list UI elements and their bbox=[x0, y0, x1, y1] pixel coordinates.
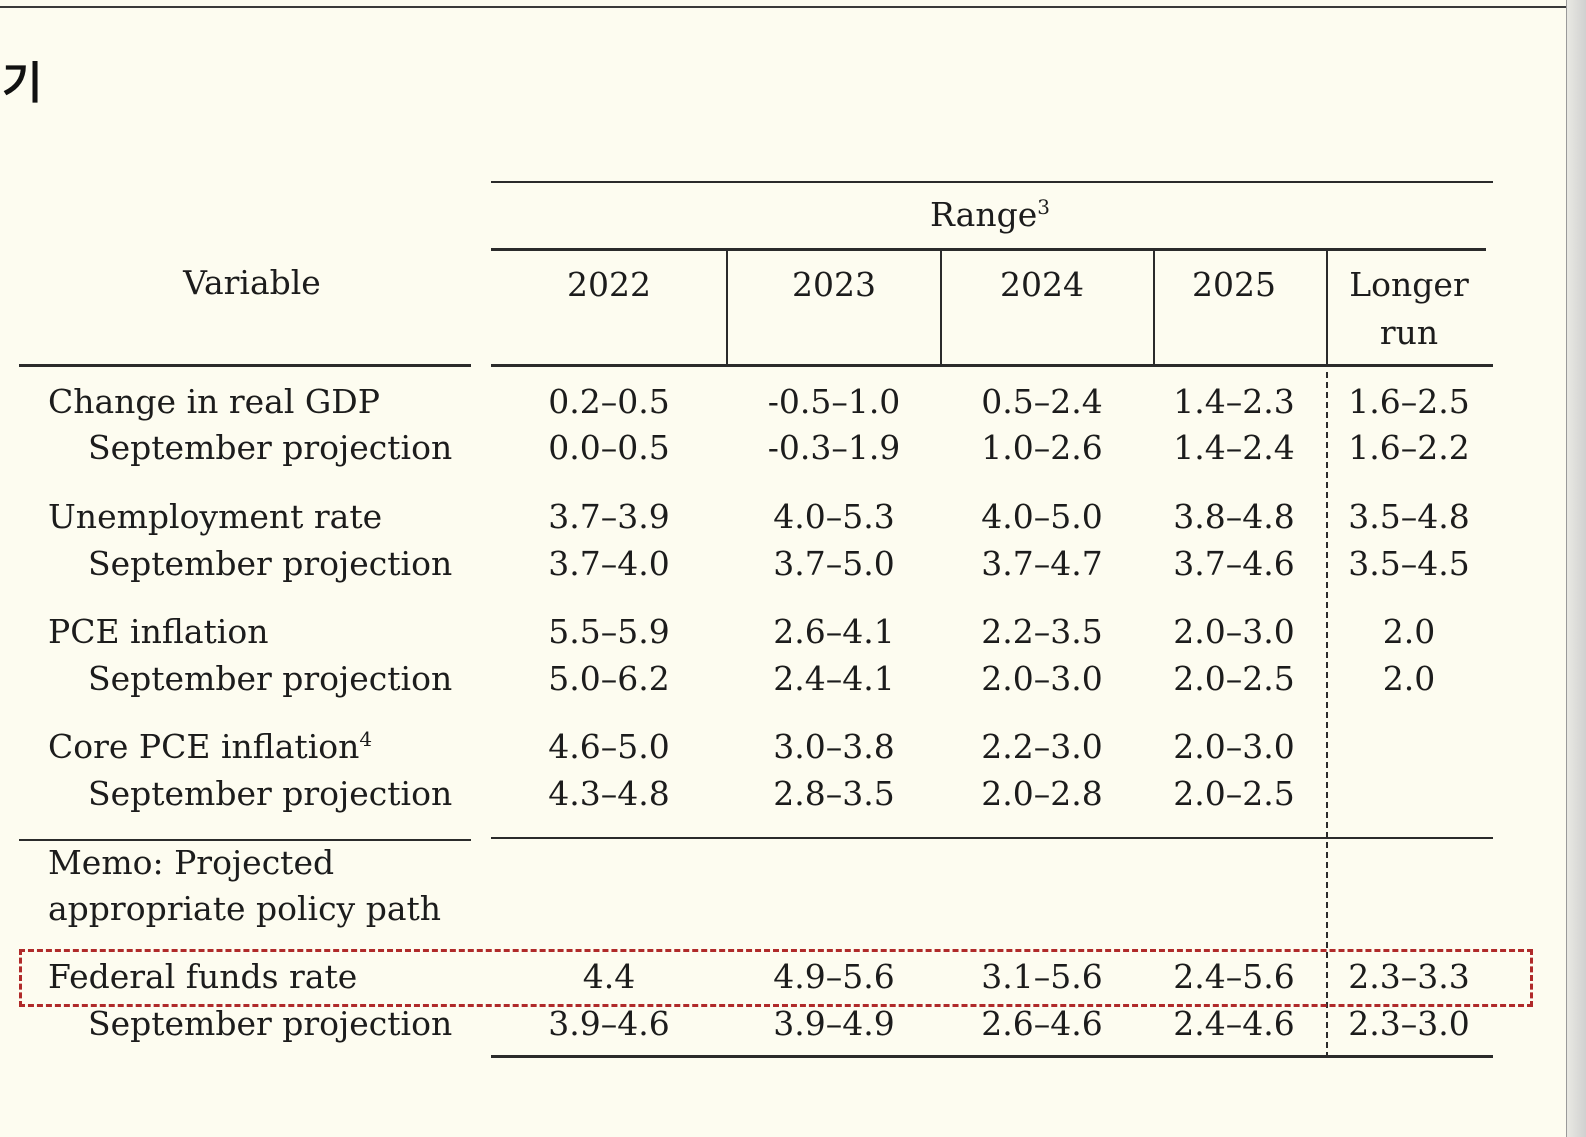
cell-unemp-2024: 4.0–5.0 bbox=[981, 497, 1103, 536]
cell-core-2024: 2.2–3.0 bbox=[981, 727, 1103, 766]
cell-core-sep-2025: 2.0–2.5 bbox=[1173, 774, 1295, 813]
cell-gdp-2025: 1.4–2.3 bbox=[1173, 382, 1295, 421]
cell-pce-sep-2024: 2.0–3.0 bbox=[981, 659, 1103, 698]
row-label-federal-funds-september: September projection bbox=[88, 1004, 453, 1043]
col-divider-2024 bbox=[940, 249, 942, 364]
year-header-2025: 2025 bbox=[1192, 265, 1276, 304]
header-bottom-rule-right bbox=[491, 364, 1493, 367]
cell-gdp-sep-2025: 1.4–2.4 bbox=[1173, 428, 1295, 467]
federal-funds-highlight-box bbox=[19, 949, 1533, 1007]
memo-label-line2: appropriate policy path bbox=[48, 889, 442, 928]
col-divider-2023 bbox=[726, 249, 728, 364]
row-label-core-pce-september: September projection bbox=[88, 774, 453, 813]
cell-pce-2025: 2.0–3.0 bbox=[1173, 612, 1295, 651]
cell-ffr-sep-2022: 3.9–4.6 bbox=[548, 1004, 670, 1043]
cell-gdp-2023: -0.5–1.0 bbox=[767, 382, 901, 421]
header-bottom-rule-left bbox=[19, 364, 471, 367]
cell-ffr-sep-2024: 2.6–4.6 bbox=[981, 1004, 1103, 1043]
cell-pce-longer-run: 2.0 bbox=[1382, 612, 1436, 651]
cell-ffr-2022: 4.4 bbox=[582, 957, 636, 996]
row-label-gdp-september: September projection bbox=[88, 428, 453, 467]
longer-run-header-line1: Longer bbox=[1349, 265, 1469, 304]
memo-rule-right bbox=[491, 837, 1493, 839]
cell-pce-sep-2025: 2.0–2.5 bbox=[1173, 659, 1295, 698]
row-label-federal-funds: Federal funds rate bbox=[48, 957, 358, 996]
row-label-pce: PCE inflation bbox=[48, 612, 269, 651]
year-header-2024: 2024 bbox=[1000, 265, 1084, 304]
row-label-core-pce: Core PCE inflation4 bbox=[48, 727, 372, 767]
cell-unemp-longer-run: 3.5–4.8 bbox=[1348, 497, 1470, 536]
table-bottom-rule bbox=[491, 1055, 1493, 1058]
cell-unemp-sep-2023: 3.7–5.0 bbox=[773, 544, 895, 583]
cell-gdp-sep-longer-run: 1.6–2.2 bbox=[1348, 428, 1470, 467]
cell-pce-2022: 5.5–5.9 bbox=[548, 612, 670, 651]
top-border bbox=[0, 6, 1586, 8]
cell-gdp-sep-2024: 1.0–2.6 bbox=[981, 428, 1103, 467]
cell-gdp-sep-2023: -0.3–1.9 bbox=[767, 428, 901, 467]
row-label-pce-september: September projection bbox=[88, 659, 453, 698]
core-pce-label: Core PCE inflation bbox=[48, 727, 360, 766]
cell-unemp-sep-2025: 3.7–4.6 bbox=[1173, 544, 1295, 583]
cell-gdp-2022: 0.2–0.5 bbox=[548, 382, 670, 421]
cell-core-sep-2024: 2.0–2.8 bbox=[981, 774, 1103, 813]
longer-run-header-line2: run bbox=[1379, 313, 1439, 352]
col-divider-2025 bbox=[1153, 249, 1155, 364]
range-rule bbox=[491, 248, 1486, 251]
cell-unemp-2025: 3.8–4.8 bbox=[1173, 497, 1295, 536]
cell-unemp-2023: 4.0–5.3 bbox=[773, 497, 895, 536]
cell-core-sep-2022: 4.3–4.8 bbox=[548, 774, 670, 813]
cell-unemp-sep-2022: 3.7–4.0 bbox=[548, 544, 670, 583]
cell-unemp-2022: 3.7–3.9 bbox=[548, 497, 670, 536]
cell-pce-sep-2022: 5.0–6.2 bbox=[548, 659, 670, 698]
range-header-label: Range bbox=[930, 195, 1038, 234]
memo-label-line1: Memo: Projected bbox=[48, 843, 335, 882]
col-divider-longer-run bbox=[1326, 249, 1328, 364]
cell-gdp-2024: 0.5–2.4 bbox=[981, 382, 1103, 421]
row-label-unemployment-september: September projection bbox=[88, 544, 453, 583]
row-label-gdp: Change in real GDP bbox=[48, 382, 380, 421]
year-header-2022: 2022 bbox=[567, 265, 651, 304]
heading-fragment: 기 bbox=[2, 58, 43, 109]
cell-ffr-2023: 4.9–5.6 bbox=[773, 957, 895, 996]
cell-ffr-sep-longer-run: 2.3–3.0 bbox=[1348, 1004, 1470, 1043]
memo-rule-left bbox=[19, 839, 471, 841]
cell-unemp-sep-2024: 3.7–4.7 bbox=[981, 544, 1103, 583]
row-label-unemployment: Unemployment rate bbox=[48, 497, 383, 536]
core-pce-footnote: 4 bbox=[359, 727, 373, 751]
cell-core-2025: 2.0–3.0 bbox=[1173, 727, 1295, 766]
cell-ffr-sep-2025: 2.4–4.6 bbox=[1173, 1004, 1295, 1043]
cell-ffr-2025: 2.4–5.6 bbox=[1173, 957, 1295, 996]
cell-pce-2024: 2.2–3.5 bbox=[981, 612, 1103, 651]
cell-gdp-longer-run: 1.6–2.5 bbox=[1348, 382, 1470, 421]
range-footnote: 3 bbox=[1037, 195, 1050, 219]
table-top-rule bbox=[491, 181, 1493, 183]
cell-core-2022: 4.6–5.0 bbox=[548, 727, 670, 766]
cell-core-sep-2023: 2.8–3.5 bbox=[773, 774, 895, 813]
cell-gdp-sep-2022: 0.0–0.5 bbox=[548, 428, 670, 467]
longer-run-dashed-divider bbox=[1326, 372, 1328, 1058]
window-edge bbox=[1566, 0, 1586, 1137]
year-header-2023: 2023 bbox=[792, 265, 876, 304]
cell-pce-sep-longer-run: 2.0 bbox=[1382, 659, 1436, 698]
variable-header: Variable bbox=[183, 263, 321, 302]
cell-ffr-sep-2023: 3.9–4.9 bbox=[773, 1004, 895, 1043]
cell-ffr-2024: 3.1–5.6 bbox=[981, 957, 1103, 996]
cell-pce-2023: 2.6–4.1 bbox=[773, 612, 895, 651]
cell-core-2023: 3.0–3.8 bbox=[773, 727, 895, 766]
cell-unemp-sep-longer-run: 3.5–4.5 bbox=[1348, 544, 1470, 583]
range-header: Range3 bbox=[930, 195, 1050, 235]
cell-ffr-longer-run: 2.3–3.3 bbox=[1348, 957, 1470, 996]
cell-pce-sep-2023: 2.4–4.1 bbox=[773, 659, 895, 698]
